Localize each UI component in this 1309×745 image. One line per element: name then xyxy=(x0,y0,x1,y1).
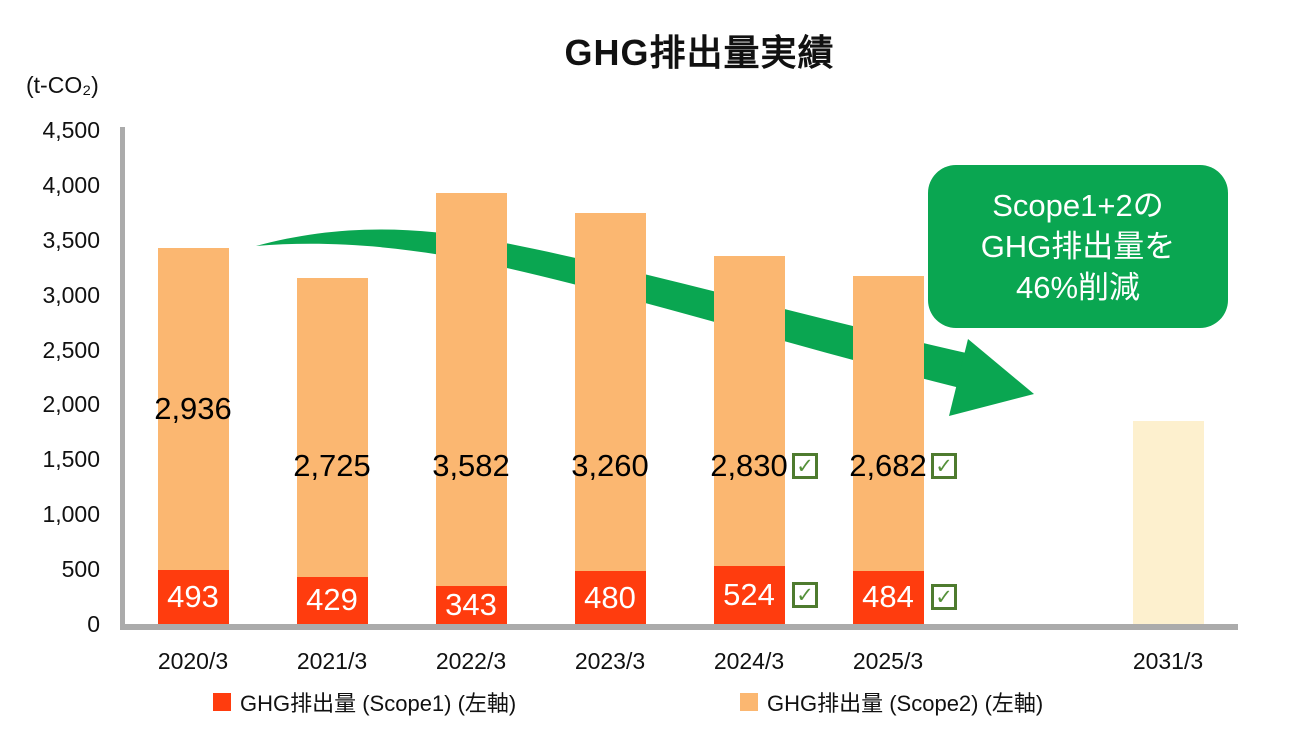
x-axis-category-label: 2022/3 xyxy=(435,648,507,674)
y-axis-tick-label: 3,500 xyxy=(42,226,100,253)
data-label-scope1: 343 xyxy=(445,587,497,623)
y-axis-tick-label: 4,500 xyxy=(42,117,100,143)
legend: GHG排出量 (Scope1) (左軸) GHG排出量 (Scope2) (左軸… xyxy=(0,686,1309,716)
data-label-scope2: 2,936 xyxy=(154,390,232,426)
legend-swatch-scope1-icon xyxy=(213,693,231,711)
legend-item-scope2: GHG排出量 (Scope2) (左軸) xyxy=(740,686,1043,718)
callout-line-1: Scope1+2の xyxy=(992,188,1164,223)
data-label-scope2: 3,260 xyxy=(571,448,649,483)
x-axis-category-label: 2024/3 xyxy=(713,648,785,674)
bar-segment-scope1 xyxy=(157,569,229,624)
reduction-target-callout: Scope1+2の GHG排出量を 46%削減 xyxy=(928,165,1228,328)
y-axis-tick-label: 2,500 xyxy=(42,336,100,363)
y-axis-line xyxy=(120,127,125,630)
y-axis-tick-label: 1,500 xyxy=(42,446,100,473)
achieved-check-icon: ✓ xyxy=(792,582,818,609)
data-label-scope2: 2,830 xyxy=(710,448,788,483)
chart-title: GHG排出量実績 xyxy=(564,32,835,73)
bar-segment-scope1 xyxy=(435,586,507,624)
legend-swatch-scope2-icon xyxy=(740,693,758,711)
y-axis-tick-label: 4,000 xyxy=(42,171,100,198)
check-glyph: ✓ xyxy=(935,585,953,609)
data-label-scope2: 3,582 xyxy=(432,448,510,483)
data-label-scope2: 2,682 xyxy=(849,448,927,483)
bar-segment-scope2 xyxy=(296,277,368,577)
y-axis-tick-label: 0 xyxy=(87,611,100,637)
bar-segment-scope2 xyxy=(435,193,507,587)
y-axis-tick-label: 500 xyxy=(61,556,100,583)
data-label-scope1: 493 xyxy=(167,578,219,614)
bar-target-2031 xyxy=(1132,420,1204,624)
callout-line-2: GHG排出量を xyxy=(980,229,1176,264)
x-axis-category-label: 2023/3 xyxy=(574,648,646,674)
bar-segment-scope2 xyxy=(852,276,924,571)
legend-label-scope2: GHG排出量 (Scope2) (左軸) xyxy=(767,691,1044,716)
check-glyph: ✓ xyxy=(796,454,814,478)
bar-segment-scope1 xyxy=(296,576,368,624)
achieved-check-icon: ✓ xyxy=(792,453,818,479)
bar-segment-scope2 xyxy=(574,213,646,572)
y-axis-tick-label: 2,000 xyxy=(42,391,100,418)
legend-label-scope1: GHG排出量 (Scope1) (左軸) xyxy=(240,691,517,716)
check-glyph: ✓ xyxy=(935,454,953,478)
bar-segment-scope1 xyxy=(852,570,924,624)
data-label-scope2: 2,725 xyxy=(293,448,371,483)
data-label-scope1: 484 xyxy=(862,579,914,615)
y-axis-tick-label: 1,000 xyxy=(42,501,100,528)
check-glyph: ✓ xyxy=(796,583,814,607)
data-label-scope1: 480 xyxy=(584,579,636,615)
y-axis-tick-label: 3,000 xyxy=(42,281,100,308)
x-axis-category-label: 2021/3 xyxy=(296,648,368,674)
x-axis-category-label: 2025/3 xyxy=(852,648,924,674)
callout-line-3: 46%削減 xyxy=(1015,270,1141,305)
achieved-check-icon: ✓ xyxy=(931,453,957,479)
y-axis-unit-label: (t-CO₂) xyxy=(26,72,99,98)
x-axis-category-label: 2020/3 xyxy=(157,648,229,674)
bar-segment-scope1 xyxy=(574,571,646,624)
achieved-check-icon: ✓ xyxy=(931,584,957,611)
x-axis-line xyxy=(120,624,1238,630)
data-label-scope1: 524 xyxy=(723,577,775,613)
data-label-scope1: 429 xyxy=(306,582,358,618)
bar-segment-scope2 xyxy=(157,247,229,570)
bar-segment-scope1 xyxy=(713,566,785,624)
legend-item-scope1: GHG排出量 (Scope1) (左軸) xyxy=(213,686,516,718)
x-axis-category-label: 2031/3 xyxy=(1132,648,1204,674)
bar-segment-scope2 xyxy=(713,255,785,567)
